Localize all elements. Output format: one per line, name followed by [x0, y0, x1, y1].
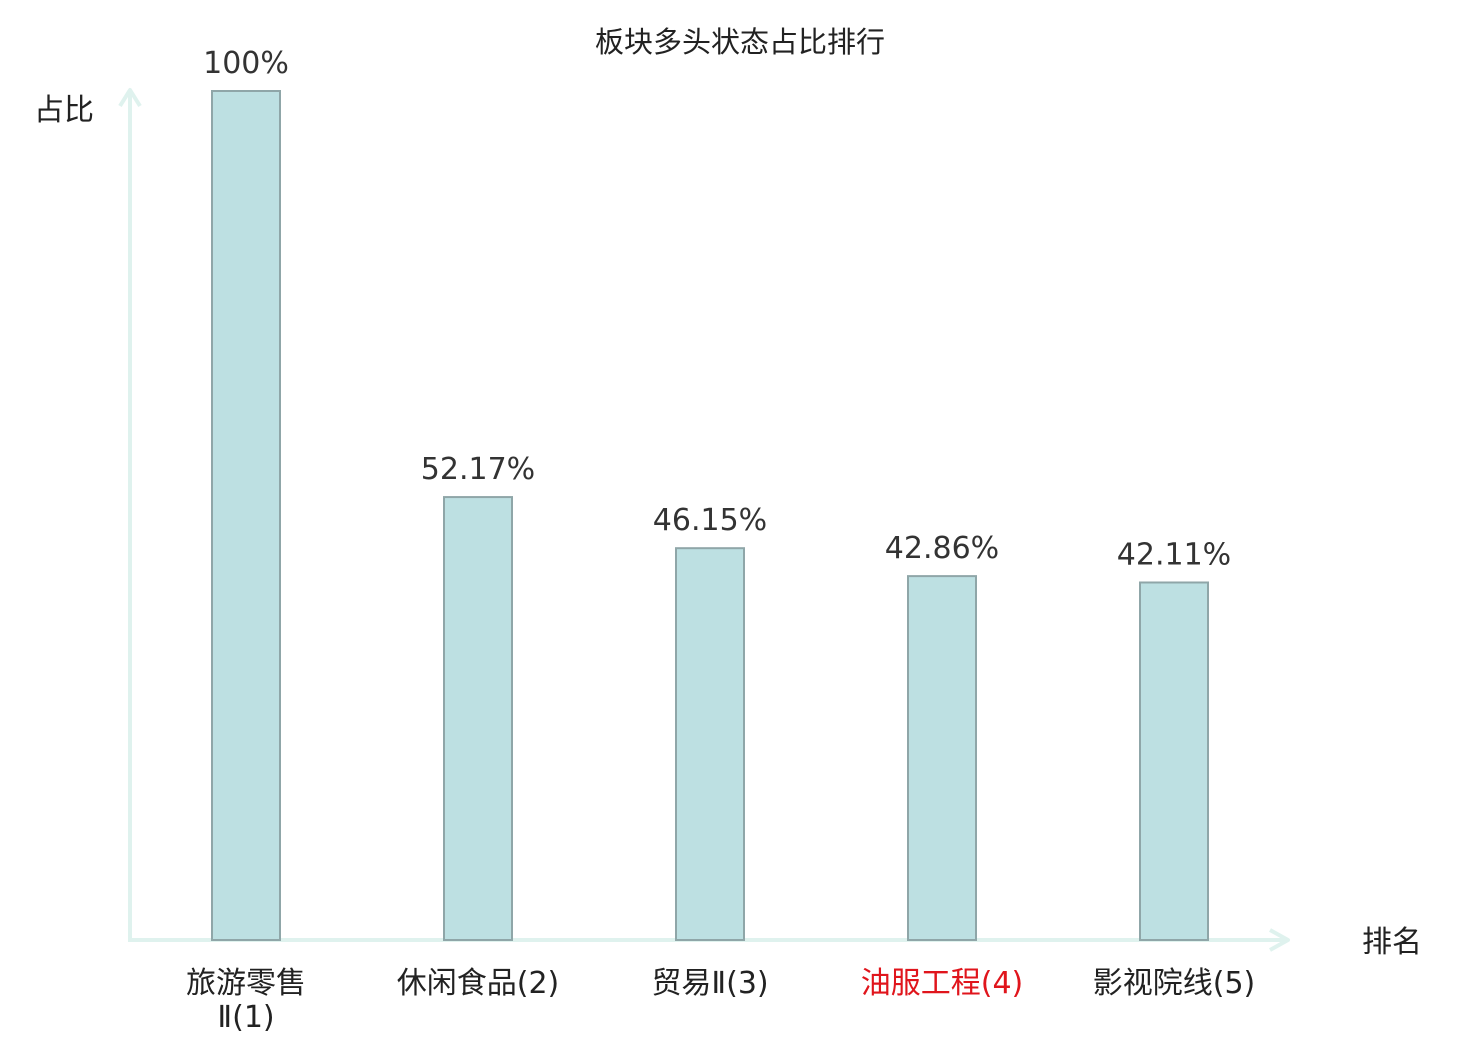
category-label-5: 影视院线(5) [1093, 966, 1256, 1001]
value-label-2: 52.17% [421, 452, 535, 487]
value-labels-group: 100% 52.17% 46.15% 42.86% 42.11% [203, 46, 1231, 572]
value-label-4: 42.86% [885, 531, 999, 566]
category-label-3: 贸易Ⅱ(3) [651, 966, 768, 1001]
bars-group [211, 90, 1209, 942]
bar-2 [443, 496, 513, 941]
bar-3 [675, 547, 745, 942]
x-axis-label: 排名 [1362, 925, 1422, 960]
category-label-4: 油服工程(4) [861, 966, 1024, 1001]
y-axis-label: 占比 [34, 93, 94, 128]
chart-title: 板块多头状态占比排行 [595, 25, 885, 59]
bar-4 [907, 575, 977, 941]
bar-1 [211, 90, 281, 941]
category-label-1-line-1: 旅游零售 [186, 966, 306, 1001]
bar-5 [1139, 581, 1209, 941]
category-label-2: 休闲食品(2) [397, 966, 560, 1001]
y-axis [118, 88, 142, 940]
value-label-5: 42.11% [1117, 537, 1231, 572]
value-label-3: 46.15% [653, 503, 767, 538]
value-label-1: 100% [203, 46, 289, 81]
category-label-1-line-2: Ⅱ(1) [217, 1000, 274, 1035]
